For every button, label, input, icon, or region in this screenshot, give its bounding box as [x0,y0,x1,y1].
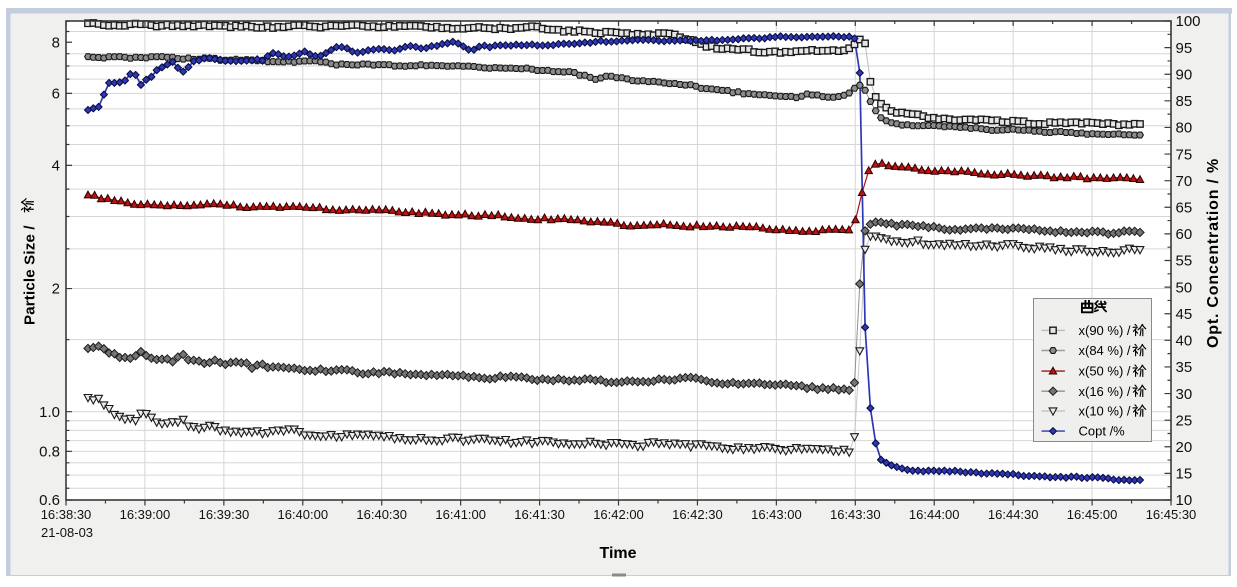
svg-text:75: 75 [1176,146,1193,163]
svg-text:0.8: 0.8 [39,444,60,461]
svg-text:10: 10 [1176,492,1193,509]
svg-text:16:41:00: 16:41:00 [435,507,486,522]
svg-text:2: 2 [52,281,60,298]
svg-text:16:45:30: 16:45:30 [1146,507,1197,522]
svg-text:16:44:30: 16:44:30 [988,507,1039,522]
svg-text:16:42:00: 16:42:00 [593,507,644,522]
svg-text:16:42:30: 16:42:30 [672,507,723,522]
svg-text:90: 90 [1176,66,1193,83]
svg-text:1.0: 1.0 [39,404,60,421]
svg-text:x(90 %) /: x(90 %) / [1079,323,1131,338]
svg-text:16:40:30: 16:40:30 [356,507,407,522]
svg-text:16:45:00: 16:45:00 [1067,507,1118,522]
svg-text:55: 55 [1176,253,1193,270]
svg-text:85: 85 [1176,93,1193,110]
svg-text:100: 100 [1176,13,1201,30]
svg-text:95: 95 [1176,40,1193,57]
svg-text:60: 60 [1176,226,1193,243]
svg-text:20: 20 [1176,439,1193,456]
svg-text:x(50 %) /: x(50 %) / [1079,364,1131,379]
svg-text:40: 40 [1176,333,1193,350]
svg-text:Copt /%: Copt /% [1079,424,1126,439]
svg-text:45: 45 [1176,306,1193,323]
svg-text:4: 4 [52,158,60,175]
svg-text:16:43:00: 16:43:00 [751,507,802,522]
svg-text:Time: Time [599,545,636,562]
svg-text:16:38:30: 16:38:30 [41,507,92,522]
svg-text:Particle Size /: Particle Size / [22,225,39,325]
svg-text:0.6: 0.6 [39,492,60,509]
svg-text:Opt. Concentration / %: Opt. Concentration / % [1205,158,1222,348]
svg-text:8: 8 [52,34,60,51]
svg-text:x(16 %) /: x(16 %) / [1079,384,1131,399]
svg-text:70: 70 [1176,173,1193,190]
svg-text:65: 65 [1176,200,1193,217]
svg-text:16:39:00: 16:39:00 [120,507,171,522]
svg-text:16:43:30: 16:43:30 [830,507,881,522]
svg-text:x(10 %) /: x(10 %) / [1079,404,1131,419]
svg-text:25: 25 [1176,412,1193,429]
svg-text:35: 35 [1176,359,1193,376]
svg-text:16:44:00: 16:44:00 [909,507,960,522]
svg-text:21-08-03: 21-08-03 [41,525,93,540]
svg-text:16:39:30: 16:39:30 [199,507,250,522]
svg-text:16:40:00: 16:40:00 [277,507,328,522]
svg-text:50: 50 [1176,279,1193,296]
svg-text:30: 30 [1176,386,1193,403]
svg-text:x(84 %) /: x(84 %) / [1079,343,1131,358]
svg-text:16:41:30: 16:41:30 [514,507,565,522]
svg-text:80: 80 [1176,120,1193,137]
svg-text:6: 6 [52,86,60,103]
svg-text:15: 15 [1176,466,1193,483]
